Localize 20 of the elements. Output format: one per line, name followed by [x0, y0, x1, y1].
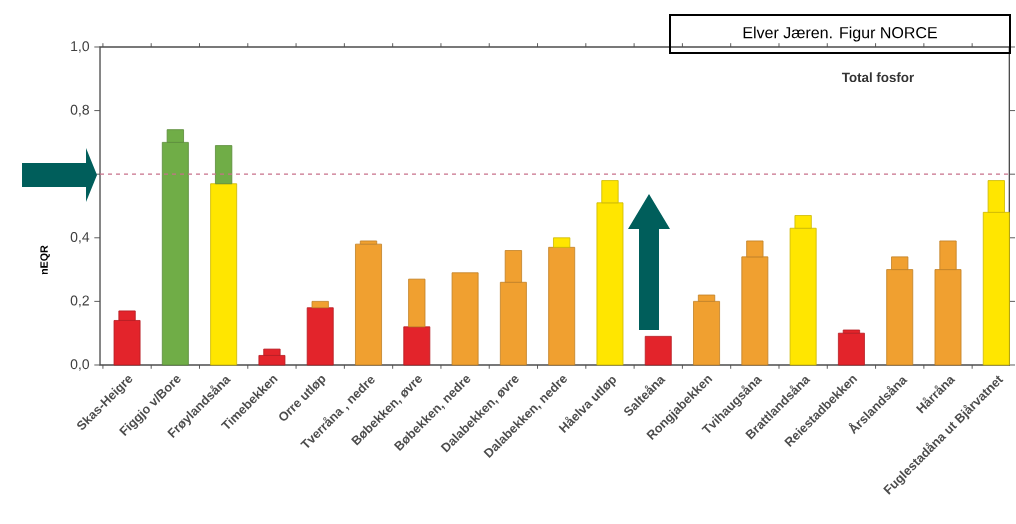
- bar: [837, 332, 865, 366]
- bar: [548, 246, 576, 366]
- y-tick-label: 1,0: [71, 41, 90, 53]
- text: Total fosfor: [841, 72, 914, 83]
- bar: [553, 237, 571, 248]
- bar: [355, 243, 382, 366]
- bar: [306, 307, 334, 366]
- y-axis-title: nEQR: [40, 245, 50, 275]
- y-tick-label: 0,4: [70, 232, 90, 244]
- bar: [210, 183, 238, 366]
- bar: [644, 335, 672, 366]
- text: Elver Jæren. Figur NORCE: [743, 26, 937, 42]
- y-tick-label: 0,0: [70, 359, 90, 371]
- bar: [311, 300, 329, 309]
- y-tick-label: 0,8: [70, 104, 89, 117]
- bar: [451, 272, 479, 366]
- bar: [408, 278, 426, 328]
- y-tick-label: 0,2: [70, 295, 89, 308]
- bar: [403, 326, 431, 366]
- bar: [215, 145, 233, 185]
